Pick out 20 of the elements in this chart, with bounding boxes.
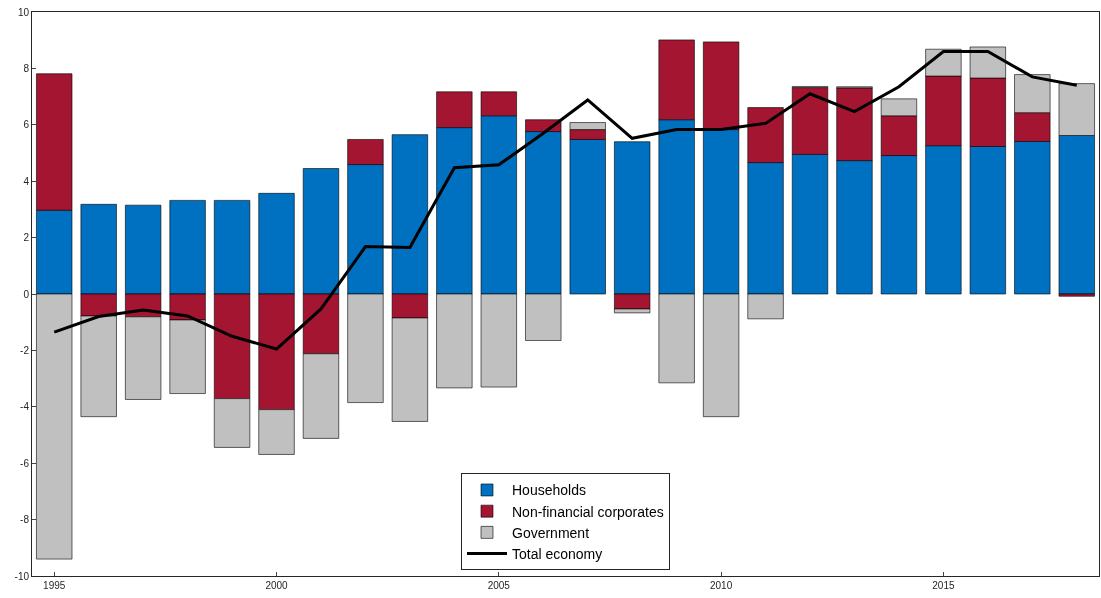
legend-label: Government	[512, 524, 590, 541]
y-tick-label: 10	[17, 6, 30, 18]
legend-label: Total economy	[512, 546, 603, 563]
x-tick-label: 2015	[932, 580, 955, 591]
y-tick-label: 2	[23, 232, 30, 244]
y-tick-label: -2	[20, 344, 30, 356]
y-tick-label: 6	[23, 119, 30, 131]
x-tick-label: 1995	[43, 580, 66, 591]
y-tick-label: -6	[20, 457, 30, 469]
y-tick-label: 0	[23, 288, 30, 300]
legend-label: Non-financial corporates	[512, 503, 664, 520]
x-tick-label: 2005	[487, 580, 511, 591]
x-tick-label: 2010	[709, 580, 733, 591]
y-tick-label: -10	[14, 570, 30, 582]
y-tick-label: -8	[20, 514, 30, 526]
legend-label: Households	[512, 482, 586, 499]
y-tick-label: 8	[23, 62, 30, 74]
y-tick-label: 4	[23, 175, 30, 187]
x-tick-label: 2000	[265, 580, 289, 591]
y-tick-label: -4	[20, 401, 30, 413]
